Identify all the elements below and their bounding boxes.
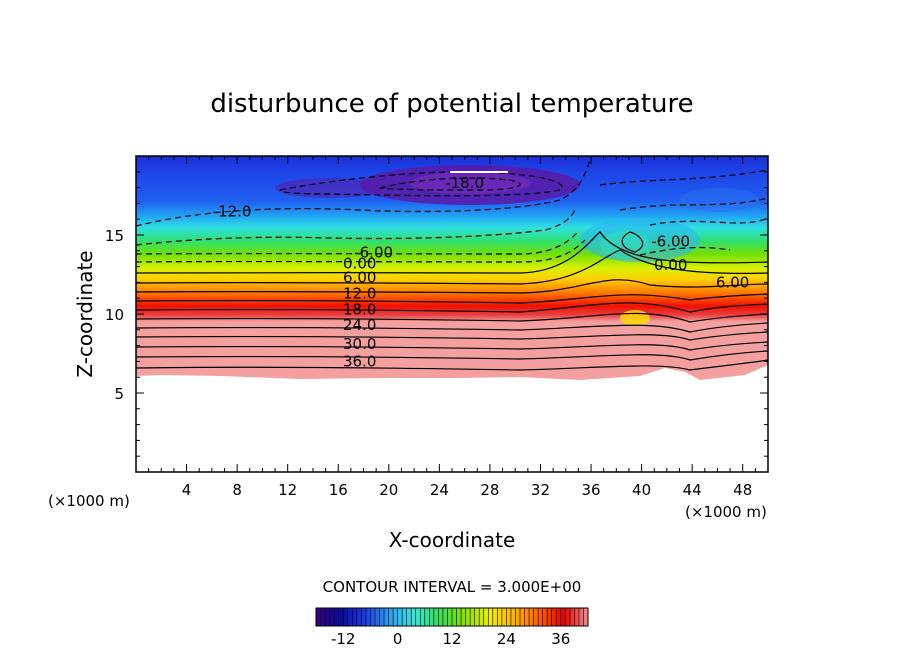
x-tick-label: 20: [379, 481, 398, 499]
y-tick-labels: 5 10 15: [105, 227, 124, 403]
contour-label: 12.0: [343, 284, 376, 302]
x-unit-label-right: (×1000 m): [685, 503, 767, 521]
x-tick-label: 16: [329, 481, 348, 499]
chart-title: disturbunce of potential temperature: [210, 89, 693, 119]
contour-label: 30.0: [343, 335, 376, 353]
y-axis-label: Z-coordinate: [73, 250, 97, 377]
x-tick-label: 12: [278, 481, 297, 499]
x-tick-label: 32: [531, 481, 550, 499]
y-tick-label: 10: [105, 306, 124, 324]
colorbar-tick-labels: -12 0 12 24 36: [331, 630, 570, 648]
x-tick-label: 48: [733, 481, 752, 499]
contour-label: 36.0: [343, 352, 376, 370]
x-axis-label: X-coordinate: [389, 528, 516, 552]
contour-label: 24.0: [343, 316, 376, 334]
colorbar-tick-label: 12: [442, 630, 461, 648]
contour-label: 6.00: [716, 273, 749, 291]
contour-label: 6.00: [343, 269, 376, 287]
x-tick-label: 44: [683, 481, 702, 499]
contour-label: -12.0: [213, 202, 252, 220]
colorbar-ticks: [320, 608, 584, 626]
x-tick-label: 24: [430, 481, 449, 499]
x-tick-labels: 4 8 12 16 20 24 28 32 36 40 44 48: [182, 481, 752, 499]
colorbar-tick-label: 0: [393, 630, 403, 648]
x-tick-label: 36: [581, 481, 600, 499]
plot-area: [136, 156, 768, 380]
contour-label: -6.00: [651, 232, 690, 250]
y-tick-label: 15: [105, 227, 124, 245]
contour-label: 18.0: [343, 300, 376, 318]
filled-field: [136, 156, 768, 380]
contour-label: -18.0: [445, 174, 484, 192]
x-tick-label: 4: [182, 481, 192, 499]
contour-label: 0.00: [654, 256, 687, 274]
contour-label: 0.00: [343, 254, 376, 272]
contour-labels: -18.0-12.0-6.000.006.0012.018.024.030.03…: [213, 174, 750, 371]
x-unit-label: (×1000 m): [48, 492, 130, 510]
x-tick-label: 40: [632, 481, 651, 499]
axis-ticks: [136, 156, 768, 472]
x-tick-label: 28: [480, 481, 499, 499]
x-tick-label: 8: [232, 481, 242, 499]
colorbar-tick-label: 36: [551, 630, 570, 648]
colorbar-tick-label: 24: [497, 630, 516, 648]
colorbar-tick-label: -12: [331, 630, 356, 648]
contour-interval-text: CONTOUR INTERVAL = 3.000E+00: [323, 578, 582, 596]
contour-lines: [136, 231, 768, 371]
negative-contour-lines: [136, 159, 768, 263]
y-tick-label: 5: [114, 385, 124, 403]
contour-label: -6.00: [354, 243, 393, 261]
